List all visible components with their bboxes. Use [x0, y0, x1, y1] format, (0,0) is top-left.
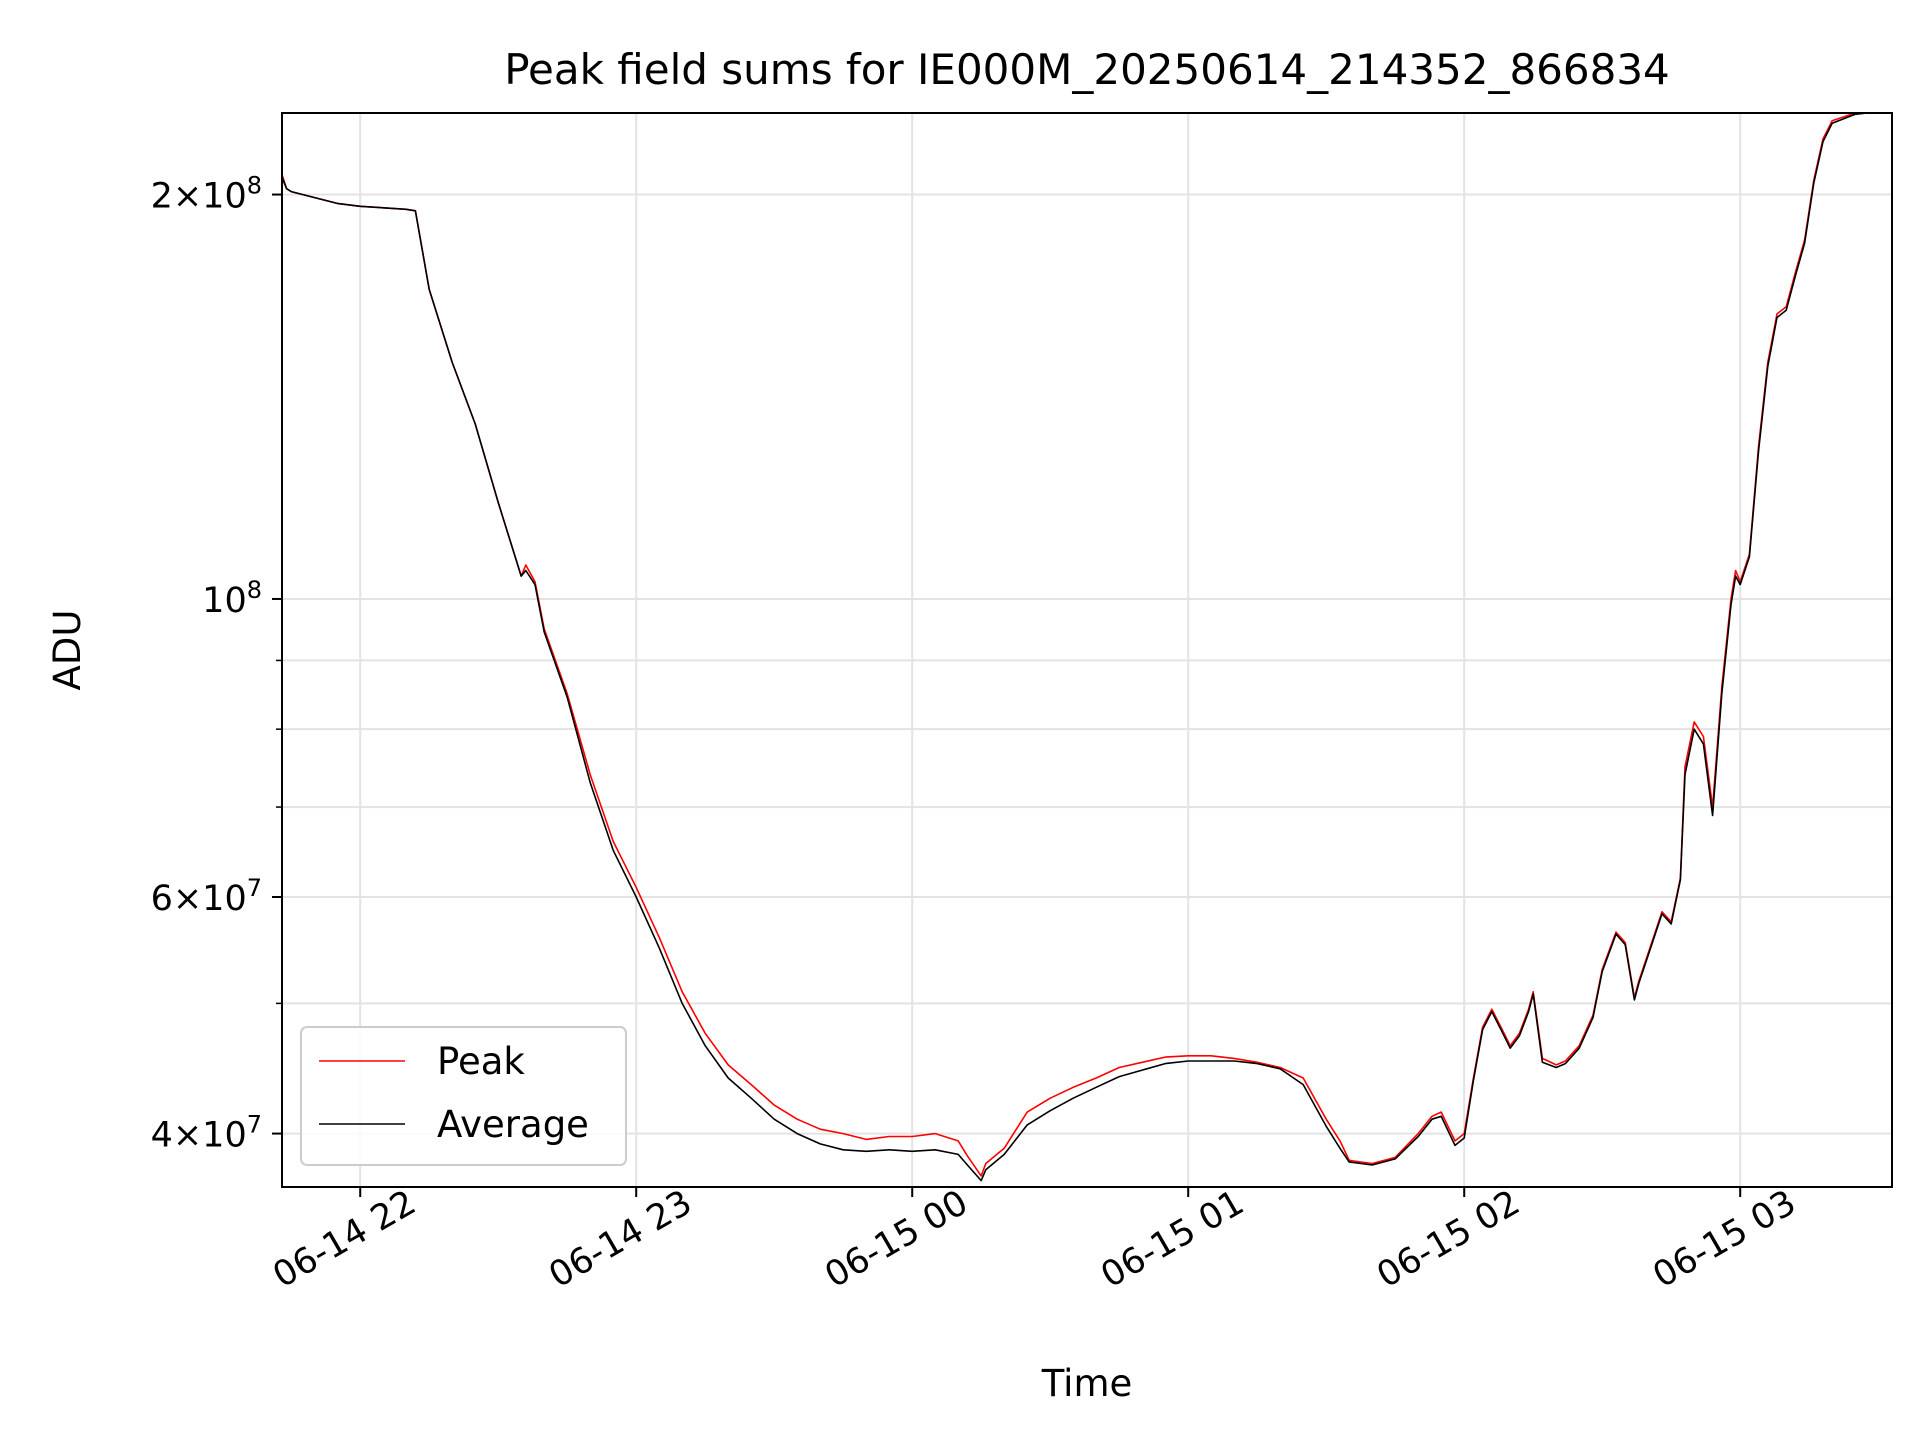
plot-frame — [281, 112, 1893, 1188]
series-lines — [282, 113, 1874, 1182]
y-tick-label: 6×107 — [151, 874, 262, 919]
chart-title: Peak field sums for IE000M_20250614_2143… — [504, 45, 1670, 94]
series-line-average — [282, 113, 1874, 1182]
grid — [282, 113, 1892, 1187]
y-axis-label: ADU — [46, 610, 89, 691]
legend-label-average: Average — [437, 1103, 589, 1146]
y-tick-label: 2×108 — [151, 172, 262, 217]
y-tick-label: 4×107 — [151, 1111, 262, 1156]
y-tick-label: 108 — [202, 576, 262, 621]
x-axis-label: Time — [1041, 1362, 1133, 1405]
series-line-peak — [282, 113, 1863, 1177]
legend-label-peak: Peak — [437, 1040, 525, 1083]
legend: Peak Average — [300, 1026, 627, 1166]
